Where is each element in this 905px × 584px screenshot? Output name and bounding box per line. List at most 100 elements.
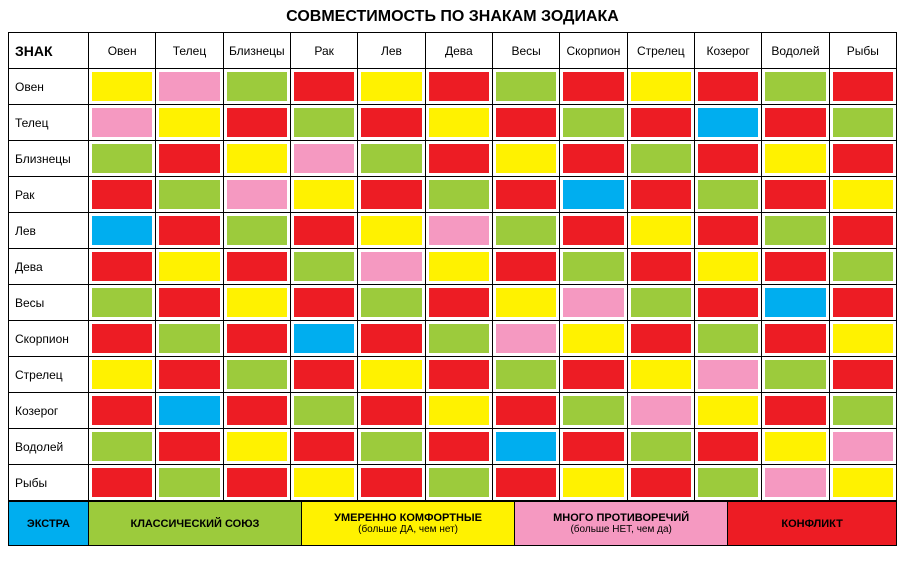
compat-cell <box>829 285 896 321</box>
compat-cell <box>156 69 223 105</box>
compat-cell <box>89 69 156 105</box>
compat-cell <box>627 357 694 393</box>
table-row: Весы <box>9 285 897 321</box>
compat-cell <box>223 141 290 177</box>
compat-cell <box>223 393 290 429</box>
compat-cell <box>290 177 357 213</box>
col-header: Скорпион <box>560 33 627 69</box>
legend-item: МНОГО ПРОТИВОРЕЧИЙ(больше НЕТ, чем да) <box>515 502 728 546</box>
compat-cell <box>560 321 627 357</box>
compat-cell <box>694 69 761 105</box>
compat-cell <box>89 141 156 177</box>
compat-cell <box>89 393 156 429</box>
compat-cell <box>560 465 627 501</box>
col-header: Лев <box>358 33 425 69</box>
compat-cell <box>425 429 492 465</box>
row-header: Рыбы <box>9 465 89 501</box>
compat-cell <box>492 141 559 177</box>
col-header: Близнецы <box>223 33 290 69</box>
compat-cell <box>492 465 559 501</box>
compat-cell <box>627 105 694 141</box>
row-header: Водолей <box>9 429 89 465</box>
compat-cell <box>425 69 492 105</box>
compat-cell <box>829 249 896 285</box>
compat-cell <box>627 69 694 105</box>
row-header: Скорпион <box>9 321 89 357</box>
table-row: Дева <box>9 249 897 285</box>
compat-cell <box>156 213 223 249</box>
row-header: Козерог <box>9 393 89 429</box>
compat-cell <box>492 69 559 105</box>
row-header: Близнецы <box>9 141 89 177</box>
compat-cell <box>560 357 627 393</box>
compat-cell <box>223 177 290 213</box>
legend-item: ЭКСТРА <box>9 502 89 546</box>
compat-cell <box>829 141 896 177</box>
row-header: Овен <box>9 69 89 105</box>
compat-cell <box>89 357 156 393</box>
chart-title: СОВМЕСТИМОСТЬ ПО ЗНАКАМ ЗОДИАКА <box>8 8 897 26</box>
compat-cell <box>425 285 492 321</box>
col-header: Овен <box>89 33 156 69</box>
row-header: Рак <box>9 177 89 213</box>
compat-cell <box>290 141 357 177</box>
compat-cell <box>290 357 357 393</box>
compat-cell <box>492 249 559 285</box>
compat-cell <box>762 285 829 321</box>
corner-header: ЗНАК <box>9 33 89 69</box>
compat-cell <box>829 177 896 213</box>
compat-cell <box>223 321 290 357</box>
compat-cell <box>156 393 223 429</box>
col-header: Стрелец <box>627 33 694 69</box>
col-header: Телец <box>156 33 223 69</box>
compat-cell <box>829 357 896 393</box>
compat-cell <box>156 357 223 393</box>
compat-cell <box>492 177 559 213</box>
compat-cell <box>156 141 223 177</box>
compat-cell <box>627 465 694 501</box>
compat-cell <box>560 69 627 105</box>
compat-cell <box>627 177 694 213</box>
compat-cell <box>762 429 829 465</box>
compat-cell <box>492 105 559 141</box>
compat-cell <box>829 393 896 429</box>
legend-item: УМЕРЕННО КОМФОРТНЫЕ(больше ДА, чем нет) <box>302 502 515 546</box>
compat-cell <box>762 321 829 357</box>
legend: ЭКСТРАКЛАССИЧЕСКИЙ СОЮЗУМЕРЕННО КОМФОРТН… <box>8 501 897 546</box>
compat-cell <box>89 105 156 141</box>
compat-cell <box>358 213 425 249</box>
compat-cell <box>223 465 290 501</box>
compat-cell <box>762 105 829 141</box>
compat-cell <box>694 285 761 321</box>
compat-cell <box>358 429 425 465</box>
compat-cell <box>627 213 694 249</box>
compat-cell <box>492 429 559 465</box>
table-row: Рыбы <box>9 465 897 501</box>
col-header: Водолей <box>762 33 829 69</box>
compat-cell <box>89 321 156 357</box>
compat-cell <box>694 177 761 213</box>
compat-cell <box>762 213 829 249</box>
table-row: Телец <box>9 105 897 141</box>
compat-cell <box>89 177 156 213</box>
legend-item: КЛАССИЧЕСКИЙ СОЮЗ <box>88 502 301 546</box>
compat-cell <box>762 393 829 429</box>
compat-cell <box>223 69 290 105</box>
compat-cell <box>762 141 829 177</box>
compat-cell <box>425 357 492 393</box>
compat-cell <box>156 429 223 465</box>
col-header: Козерог <box>694 33 761 69</box>
compat-cell <box>694 357 761 393</box>
compat-cell <box>290 249 357 285</box>
compat-cell <box>627 321 694 357</box>
compat-cell <box>290 213 357 249</box>
compat-cell <box>694 213 761 249</box>
compat-cell <box>358 465 425 501</box>
compat-cell <box>560 177 627 213</box>
compat-cell <box>290 321 357 357</box>
compat-cell <box>627 429 694 465</box>
compat-cell <box>89 429 156 465</box>
compat-cell <box>492 357 559 393</box>
compat-cell <box>425 249 492 285</box>
compat-cell <box>694 249 761 285</box>
